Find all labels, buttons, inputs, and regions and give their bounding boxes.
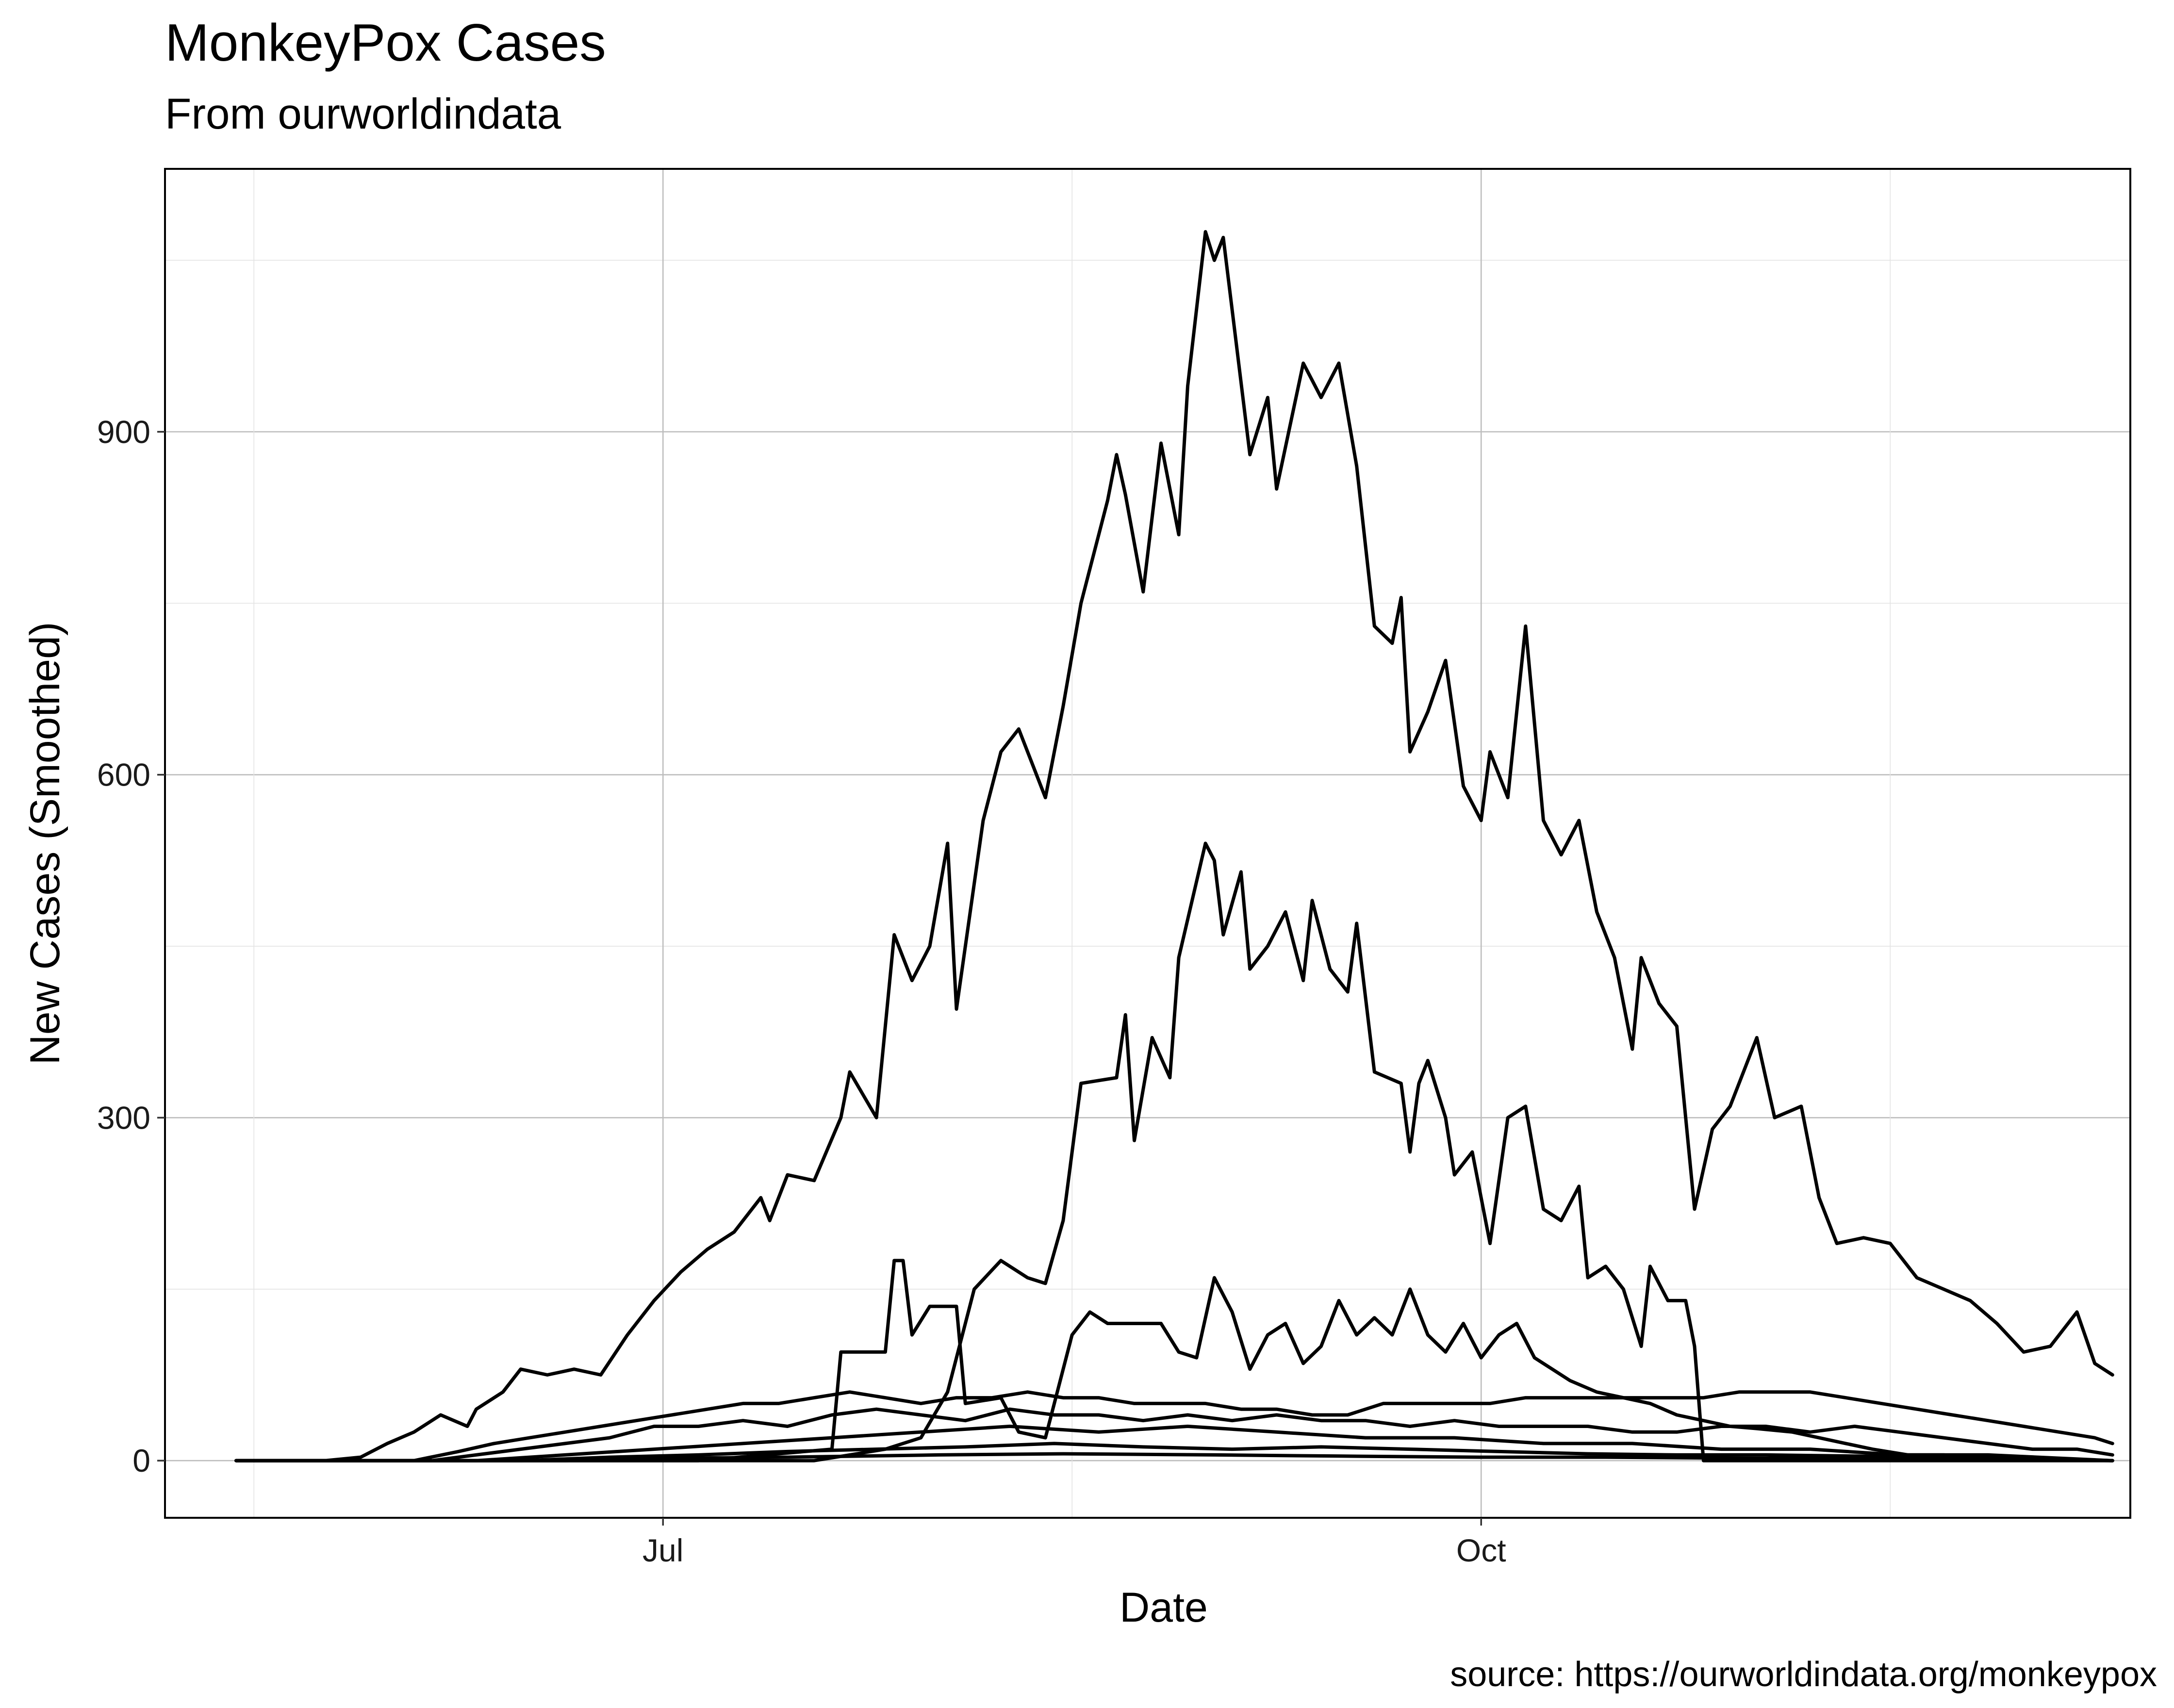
- series-line-7: [234, 1442, 2114, 1462]
- y-tick-label: 900: [97, 414, 150, 450]
- chart-subtitle: From ourworldindata: [165, 89, 561, 138]
- y-tick-label: 0: [132, 1443, 150, 1478]
- x-tick-label: Jul: [642, 1532, 683, 1568]
- y-tick-label: 300: [97, 1100, 150, 1135]
- series-line-5: [234, 1407, 2114, 1462]
- y-tick-label: 600: [97, 757, 150, 793]
- series-group: [234, 230, 2114, 1462]
- series-line-6: [234, 1425, 2114, 1462]
- x-tick-label: Oct: [1456, 1532, 1506, 1568]
- series-line-4: [234, 1390, 2114, 1462]
- grid: [165, 169, 2130, 1518]
- series-line-8: [234, 1452, 2114, 1462]
- x-axis-title: Date: [1120, 1584, 1208, 1631]
- series-line-2: [234, 841, 2114, 1462]
- chart-title: MonkeyPox Cases: [165, 13, 606, 72]
- series-line-1: [234, 230, 2114, 1462]
- y-axis-title: New Cases (Smoothed): [22, 622, 68, 1065]
- series-line-3: [234, 1259, 2114, 1462]
- plot-panel-border: [164, 168, 2131, 1519]
- axis-ticks: 0 300 600 900 Jul Oct: [97, 414, 1506, 1568]
- chart-caption: source: https://ourworldindata.org/monke…: [1450, 1655, 2157, 1694]
